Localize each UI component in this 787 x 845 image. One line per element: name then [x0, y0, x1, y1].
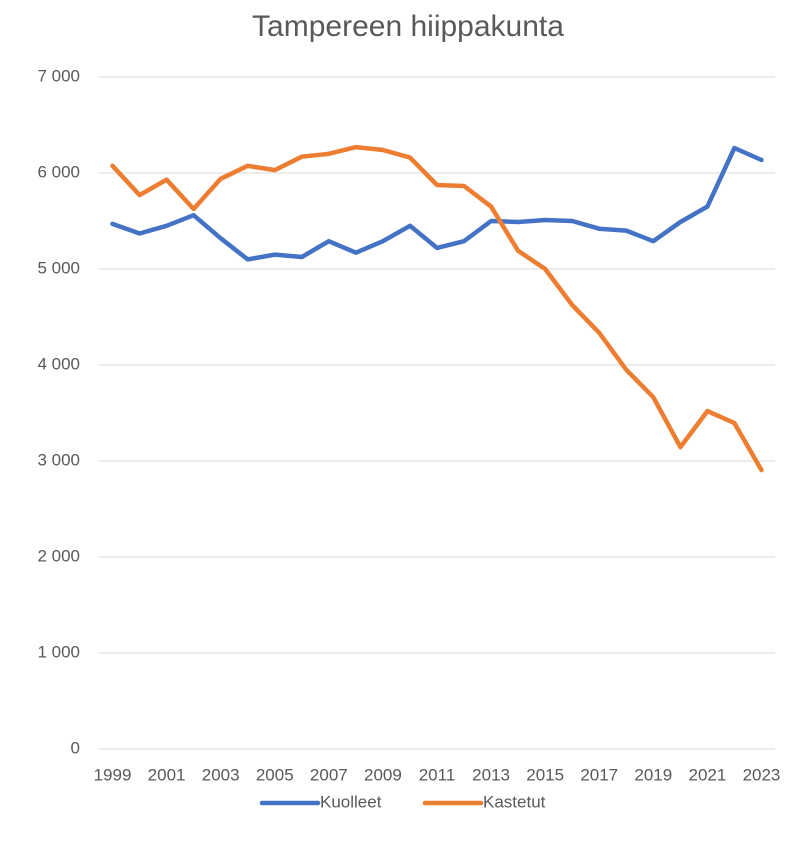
legend-label: Kastetut [483, 792, 546, 811]
x-tick-label: 1999 [94, 765, 132, 784]
x-tick-label: 2007 [310, 765, 348, 784]
y-tick-label: 2 000 [37, 546, 80, 565]
chart-title: Tampereen hiippakunta [252, 10, 564, 43]
x-tick-label: 2003 [202, 765, 240, 784]
y-tick-label: 1 000 [37, 642, 80, 661]
y-tick-label: 5 000 [37, 258, 80, 277]
series-line [110, 145, 764, 262]
x-tick-label: 2019 [634, 765, 672, 784]
x-tick-label: 2017 [580, 765, 618, 784]
x-tick-label: 2015 [526, 765, 564, 784]
y-tick-label: 7 000 [37, 66, 80, 85]
series-line [110, 144, 764, 473]
y-tick-label: 6 000 [37, 162, 80, 181]
x-tick-label: 2021 [688, 765, 726, 784]
x-tick-label: 2013 [472, 765, 510, 784]
y-tick-label: 4 000 [37, 354, 80, 373]
x-tick-label: 2011 [419, 765, 456, 784]
x-tick-label: 2005 [256, 765, 294, 784]
x-tick-label: 2009 [364, 765, 402, 784]
legend-label: Kuolleet [320, 792, 382, 811]
y-tick-label: 3 000 [37, 450, 80, 469]
y-tick-label: 0 [71, 738, 80, 757]
x-tick-label: 2001 [148, 765, 186, 784]
x-tick-label: 2023 [743, 765, 781, 784]
